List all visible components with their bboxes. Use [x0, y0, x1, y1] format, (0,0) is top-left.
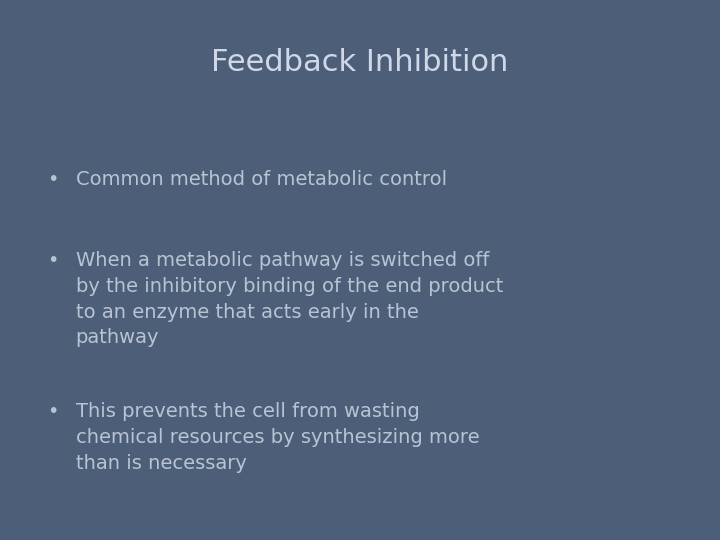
Text: •: •	[47, 251, 58, 270]
Text: •: •	[47, 170, 58, 189]
Text: Feedback Inhibition: Feedback Inhibition	[211, 48, 509, 77]
Text: This prevents the cell from wasting
chemical resources by synthesizing more
than: This prevents the cell from wasting chem…	[76, 402, 480, 473]
Text: When a metabolic pathway is switched off
by the inhibitory binding of the end pr: When a metabolic pathway is switched off…	[76, 251, 503, 347]
Text: Common method of metabolic control: Common method of metabolic control	[76, 170, 446, 189]
Text: •: •	[47, 402, 58, 421]
